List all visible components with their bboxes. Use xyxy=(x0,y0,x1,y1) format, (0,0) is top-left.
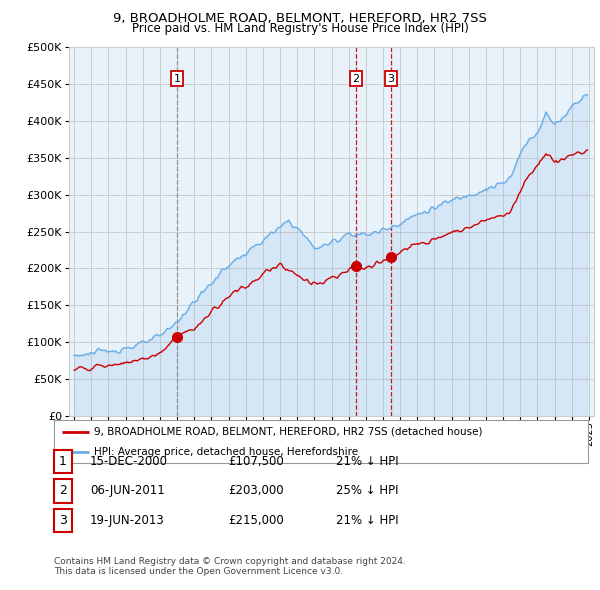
Text: 2: 2 xyxy=(352,74,359,84)
Text: 3: 3 xyxy=(388,74,394,84)
Text: 19-JUN-2013: 19-JUN-2013 xyxy=(90,514,165,527)
Text: £203,000: £203,000 xyxy=(228,484,284,497)
Text: 21% ↓ HPI: 21% ↓ HPI xyxy=(336,514,398,527)
Text: 06-JUN-2011: 06-JUN-2011 xyxy=(90,484,165,497)
Text: 9, BROADHOLME ROAD, BELMONT, HEREFORD, HR2 7SS: 9, BROADHOLME ROAD, BELMONT, HEREFORD, H… xyxy=(113,12,487,25)
Text: 15-DEC-2000: 15-DEC-2000 xyxy=(90,455,168,468)
Text: 1: 1 xyxy=(59,455,67,468)
Text: 2: 2 xyxy=(59,484,67,497)
Text: 1: 1 xyxy=(173,74,181,84)
Text: This data is licensed under the Open Government Licence v3.0.: This data is licensed under the Open Gov… xyxy=(54,567,343,576)
Text: 3: 3 xyxy=(59,514,67,527)
Text: 25% ↓ HPI: 25% ↓ HPI xyxy=(336,484,398,497)
Text: 21% ↓ HPI: 21% ↓ HPI xyxy=(336,455,398,468)
Text: 9, BROADHOLME ROAD, BELMONT, HEREFORD, HR2 7SS (detached house): 9, BROADHOLME ROAD, BELMONT, HEREFORD, H… xyxy=(94,427,482,437)
Text: Price paid vs. HM Land Registry's House Price Index (HPI): Price paid vs. HM Land Registry's House … xyxy=(131,22,469,35)
Text: Contains HM Land Registry data © Crown copyright and database right 2024.: Contains HM Land Registry data © Crown c… xyxy=(54,558,406,566)
Text: £107,500: £107,500 xyxy=(228,455,284,468)
Text: HPI: Average price, detached house, Herefordshire: HPI: Average price, detached house, Here… xyxy=(94,447,358,457)
Text: £215,000: £215,000 xyxy=(228,514,284,527)
